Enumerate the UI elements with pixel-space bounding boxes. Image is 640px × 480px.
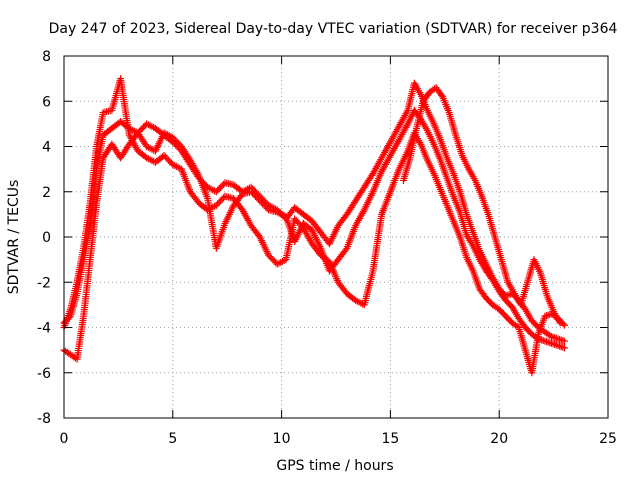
data-point — [220, 180, 228, 188]
y-tick-label: -4 — [37, 321, 51, 337]
y-tick-label: 2 — [42, 185, 51, 201]
series-track-3 — [60, 75, 568, 377]
x-tick-label: 10 — [273, 431, 291, 447]
chart-title: Day 247 of 2023, Sidereal Day-to-day VTE… — [49, 21, 618, 37]
data-point — [560, 321, 568, 329]
series-track-4 — [399, 84, 564, 327]
data-point — [556, 319, 564, 327]
axis-ticks: 0 5 10 15 20 25 -8 -6 -4 -2 0 2 4 6 8 — [37, 49, 617, 447]
x-tick-label: 15 — [381, 431, 399, 447]
y-tick-label: 0 — [42, 230, 51, 246]
y-tick-label: -6 — [37, 366, 51, 382]
y-tick-label: -2 — [37, 275, 51, 291]
data-point — [220, 194, 228, 202]
y-axis-label: SDTVAR / TECUs — [6, 180, 22, 295]
x-tick-label: 5 — [168, 431, 177, 447]
plot-area — [60, 75, 568, 377]
y-tick-label: 6 — [42, 94, 51, 110]
x-axis-label: GPS time / hours — [276, 458, 393, 474]
data-point — [560, 337, 568, 345]
data-point — [342, 246, 350, 254]
data-point — [546, 331, 554, 339]
data-point — [560, 344, 568, 352]
data-point — [559, 320, 567, 328]
y-tick-label: 8 — [42, 49, 51, 65]
x-tick-label: 25 — [599, 431, 617, 447]
x-tick-label: 0 — [60, 431, 69, 447]
x-tick-label: 20 — [490, 431, 508, 447]
y-tick-label: -8 — [37, 411, 51, 427]
y-tick-label: 4 — [42, 140, 51, 156]
